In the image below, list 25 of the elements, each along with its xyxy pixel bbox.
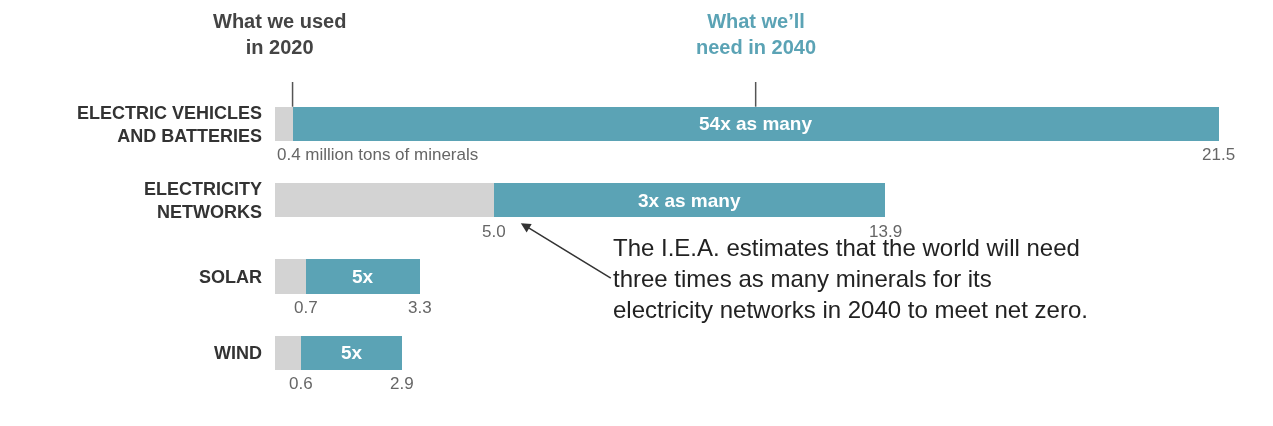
y-tick-label: WIND <box>214 343 262 364</box>
total-label: 21.5 <box>1202 145 1236 164</box>
total-label: 3.3 <box>408 298 432 317</box>
y-tick-label: ELECTRIC VEHICLES AND BATTERIES <box>76 102 262 146</box>
bar <box>301 335 403 371</box>
data-label: 0.6 <box>289 374 313 393</box>
data-label: 5.0 <box>482 222 506 241</box>
bar <box>275 106 293 142</box>
total-label: 2.9 <box>390 374 414 393</box>
text: What we’ll need in 2040 <box>696 10 817 58</box>
bar <box>275 183 495 218</box>
annotation: 5x <box>341 342 363 363</box>
y-tick-label: ELECTRICITY NETWORKS <box>143 178 262 223</box>
data-label: 0.7 <box>294 298 318 317</box>
y-tick-label: SOLAR <box>199 266 262 287</box>
bar <box>275 335 302 371</box>
data-label: 0.4 million tons of minerals <box>277 145 479 164</box>
annotation: 5x <box>352 266 374 287</box>
bar <box>292 106 1219 142</box>
bar <box>305 259 420 294</box>
bar <box>275 259 306 294</box>
text: What we used in 2020 <box>213 10 347 58</box>
bar <box>494 183 886 218</box>
annotation: 54x as many <box>699 113 813 134</box>
annotation: 3x as many <box>638 190 741 211</box>
